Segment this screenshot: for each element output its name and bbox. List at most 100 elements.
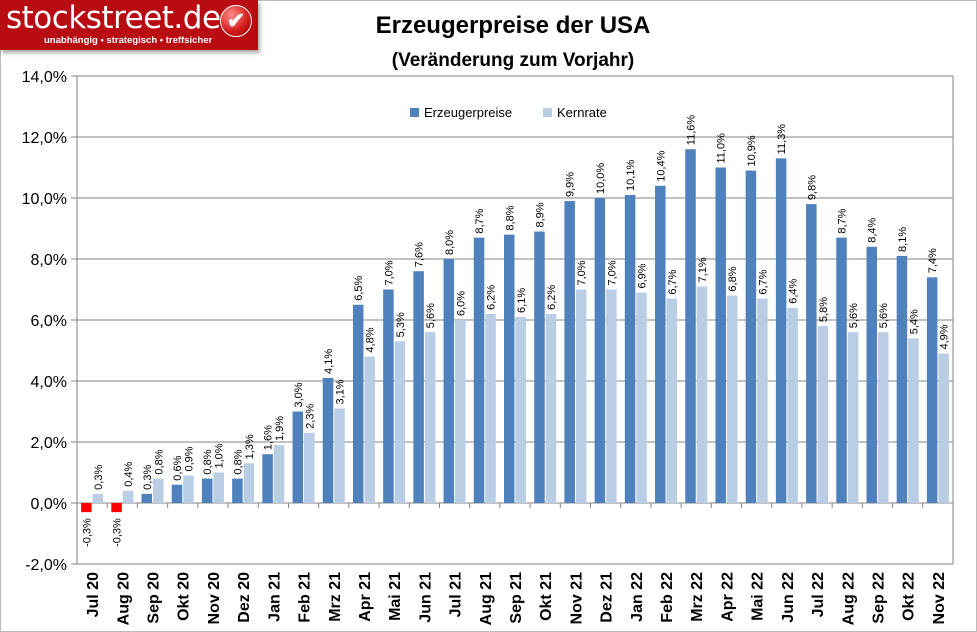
data-label: 11,3% <box>776 124 788 155</box>
x-tick-label: Jan 22 <box>629 572 646 622</box>
data-label: 6,2% <box>486 285 498 310</box>
data-label: 6,4% <box>788 279 800 304</box>
x-tick-label: Jul 21 <box>448 572 465 617</box>
data-label: 0,3% <box>93 465 105 490</box>
bar-kernrate <box>394 341 406 503</box>
y-tick-label: -2,0% <box>25 557 67 574</box>
data-label: 1,3% <box>244 434 256 459</box>
data-label: 8,7% <box>837 208 849 233</box>
data-label: 0,3% <box>142 465 154 490</box>
y-tick-label: 4,0% <box>31 374 67 391</box>
data-label: 4,9% <box>939 324 951 349</box>
bar-kernrate <box>877 332 889 503</box>
data-label: 1,6% <box>263 425 275 450</box>
bar-kernrate <box>424 332 436 503</box>
data-label: 11,0% <box>716 133 728 164</box>
bar-erzeugerpreise <box>171 484 183 503</box>
bar-kernrate <box>575 289 587 503</box>
logo-brand: stockstreet.de <box>6 0 221 36</box>
bar-kernrate <box>304 432 315 503</box>
y-tick-label: 14,0% <box>22 69 67 86</box>
data-label: 2,3% <box>304 404 316 429</box>
x-tick-label: Nov 21 <box>568 572 585 625</box>
chart-title: Erzeugerpreise der USA <box>376 12 651 39</box>
x-tick-label: Sep 20 <box>146 572 163 624</box>
x-tick-label: Aug 20 <box>115 572 132 625</box>
x-tick-label: Mai 21 <box>387 572 404 621</box>
data-label: 7,0% <box>576 260 588 285</box>
x-tick-label: Sep 22 <box>870 572 887 624</box>
data-label: 10,1% <box>625 160 637 191</box>
bar-erzeugerpreise <box>443 259 455 503</box>
bar-erzeugerpreise <box>111 503 122 513</box>
bar-kernrate <box>273 445 285 503</box>
x-tick-label: Mrz 21 <box>327 572 344 622</box>
bar-kernrate <box>666 298 678 503</box>
data-label: 5,4% <box>908 309 920 334</box>
data-label: 6,7% <box>667 269 679 294</box>
bar-kernrate <box>726 295 738 503</box>
checkmark-icon: ✔ <box>220 5 252 37</box>
x-tick-label: Jun 22 <box>780 572 797 623</box>
bar-erzeugerpreise <box>655 185 666 504</box>
data-label: 4,1% <box>323 349 335 374</box>
x-tick-label: Nov 20 <box>206 572 223 625</box>
bar-erzeugerpreise <box>564 201 575 504</box>
data-label: 9,9% <box>565 172 577 197</box>
logo-tagline: unabhängig • strategisch • treffsicher <box>44 35 213 46</box>
bar-erzeugerpreise <box>926 277 938 503</box>
data-label: 1,9% <box>274 416 286 441</box>
bar-erzeugerpreise <box>383 289 394 503</box>
data-label: -0,3% <box>81 518 93 547</box>
data-label: 10,0% <box>595 163 607 194</box>
legend-swatch-kernrate <box>543 108 552 117</box>
x-tick-label: Feb 22 <box>659 572 676 623</box>
data-label: 5,6% <box>848 303 860 328</box>
x-tick-label: Apr 21 <box>357 572 374 622</box>
data-label: 3,0% <box>293 382 305 407</box>
bar-kernrate <box>817 326 829 503</box>
bar-erzeugerpreise <box>806 204 817 503</box>
bar-kernrate <box>515 316 526 503</box>
x-tick-label: Okt 21 <box>538 572 555 621</box>
bar-erzeugerpreise <box>473 237 485 503</box>
bar-erzeugerpreise <box>292 411 304 503</box>
data-label: 9,8% <box>806 175 818 200</box>
data-label: 8,0% <box>444 230 456 255</box>
bar-erzeugerpreise <box>896 255 908 503</box>
data-label: 8,4% <box>867 218 879 243</box>
data-label: 8,8% <box>504 205 516 230</box>
data-label: 4,8% <box>365 327 377 352</box>
data-label: 7,1% <box>697 257 709 282</box>
bar-kernrate <box>122 490 134 503</box>
bar-erzeugerpreise <box>685 149 696 503</box>
data-label: 0,4% <box>123 462 135 487</box>
bar-kernrate <box>92 493 104 503</box>
bar-erzeugerpreise <box>141 493 153 503</box>
data-label: 0,6% <box>172 455 184 480</box>
x-tick-label: Dez 21 <box>599 572 616 623</box>
data-label: 10,4% <box>655 150 667 181</box>
data-label: 3,1% <box>335 379 347 404</box>
x-tick-label: Apr 22 <box>719 572 736 622</box>
data-label: 5,8% <box>818 297 830 322</box>
x-tick-label: Jul 20 <box>85 572 102 617</box>
data-label: 6,7% <box>757 269 769 294</box>
chart-subtitle: (Veränderung zum Vorjahr) <box>392 50 634 71</box>
data-label: 6,8% <box>727 266 739 291</box>
x-tick-label: Feb 21 <box>297 572 314 623</box>
bar-kernrate <box>757 298 768 503</box>
x-tick-label: Okt 20 <box>176 572 193 621</box>
bar-erzeugerpreise <box>594 198 606 503</box>
bar-erzeugerpreise <box>262 454 273 503</box>
x-tick-label: Okt 22 <box>901 572 918 621</box>
bar-kernrate <box>364 356 375 503</box>
bar-erzeugerpreise <box>322 377 334 503</box>
x-tick-label: Mai 22 <box>750 572 767 621</box>
y-tick-label: 10,0% <box>22 191 67 208</box>
data-label: 8,7% <box>474 208 486 233</box>
bar-kernrate <box>334 408 345 503</box>
bar-erzeugerpreise <box>504 234 515 503</box>
